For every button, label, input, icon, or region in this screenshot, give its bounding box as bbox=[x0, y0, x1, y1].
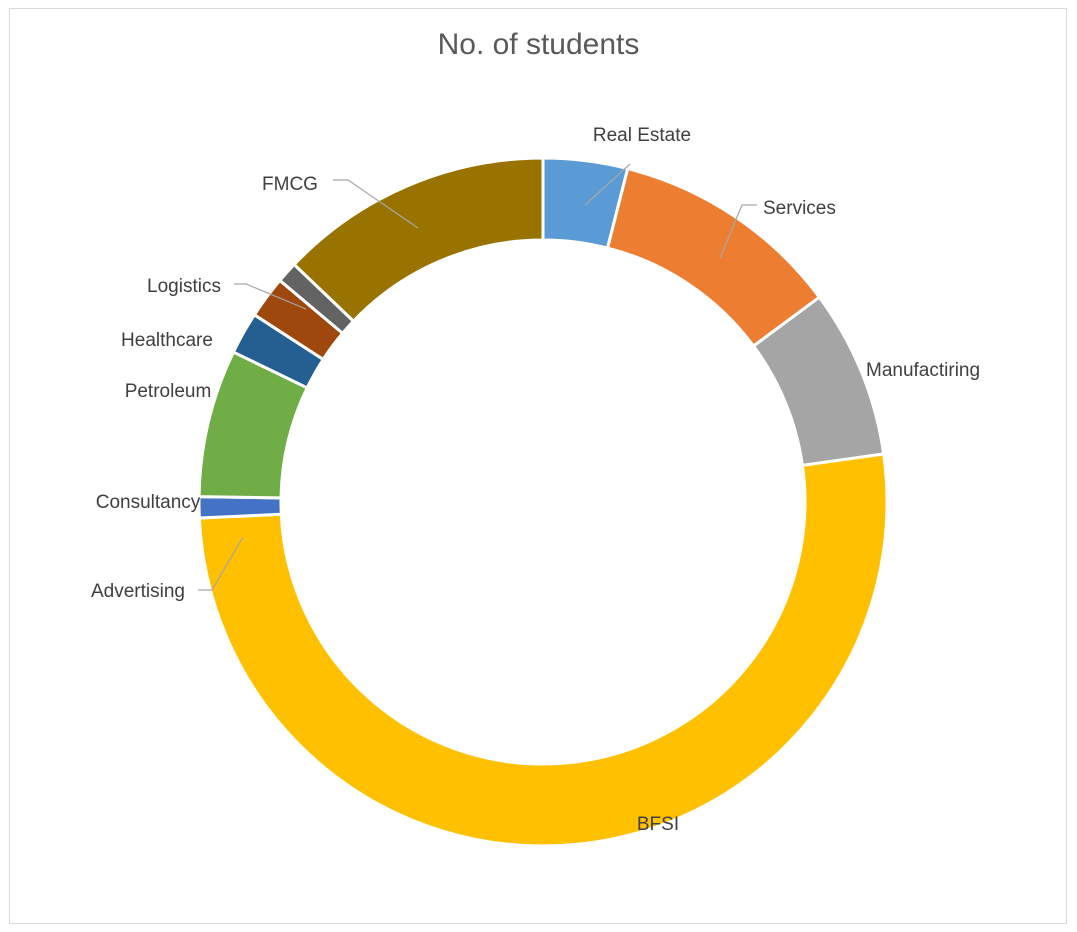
label-bfsi: BFSI bbox=[637, 814, 679, 835]
label-group: Real Estate Services Manufactiring BFSI Adve… bbox=[91, 125, 980, 835]
slice-advertising bbox=[197, 495, 283, 520]
label-consultancy: Consultancy bbox=[96, 492, 201, 513]
chart-title: No. of students bbox=[437, 28, 640, 61]
label-petroleum: Petroleum bbox=[125, 381, 212, 402]
leader-line-real-estate bbox=[584, 163, 631, 206]
label-fmcg: FMCG bbox=[262, 174, 318, 195]
leader-line-group bbox=[198, 163, 757, 591]
label-healthcare: Healthcare bbox=[121, 330, 213, 351]
label-services: Services bbox=[763, 198, 836, 219]
label-manufactiring: Manufactiring bbox=[866, 360, 980, 381]
label-logistics: Logistics bbox=[147, 276, 221, 297]
leader-line-advertising bbox=[198, 536, 244, 591]
leader-line-logistics bbox=[234, 283, 307, 310]
label-real-estate: Real Estate bbox=[593, 125, 691, 146]
label-advertising: Advertising bbox=[91, 581, 185, 602]
slice-fmcg bbox=[292, 156, 545, 324]
slice-bfsi bbox=[197, 452, 889, 848]
leader-line-services bbox=[719, 204, 757, 259]
slice-group bbox=[197, 156, 889, 848]
leader-line-fmcg bbox=[333, 179, 419, 229]
